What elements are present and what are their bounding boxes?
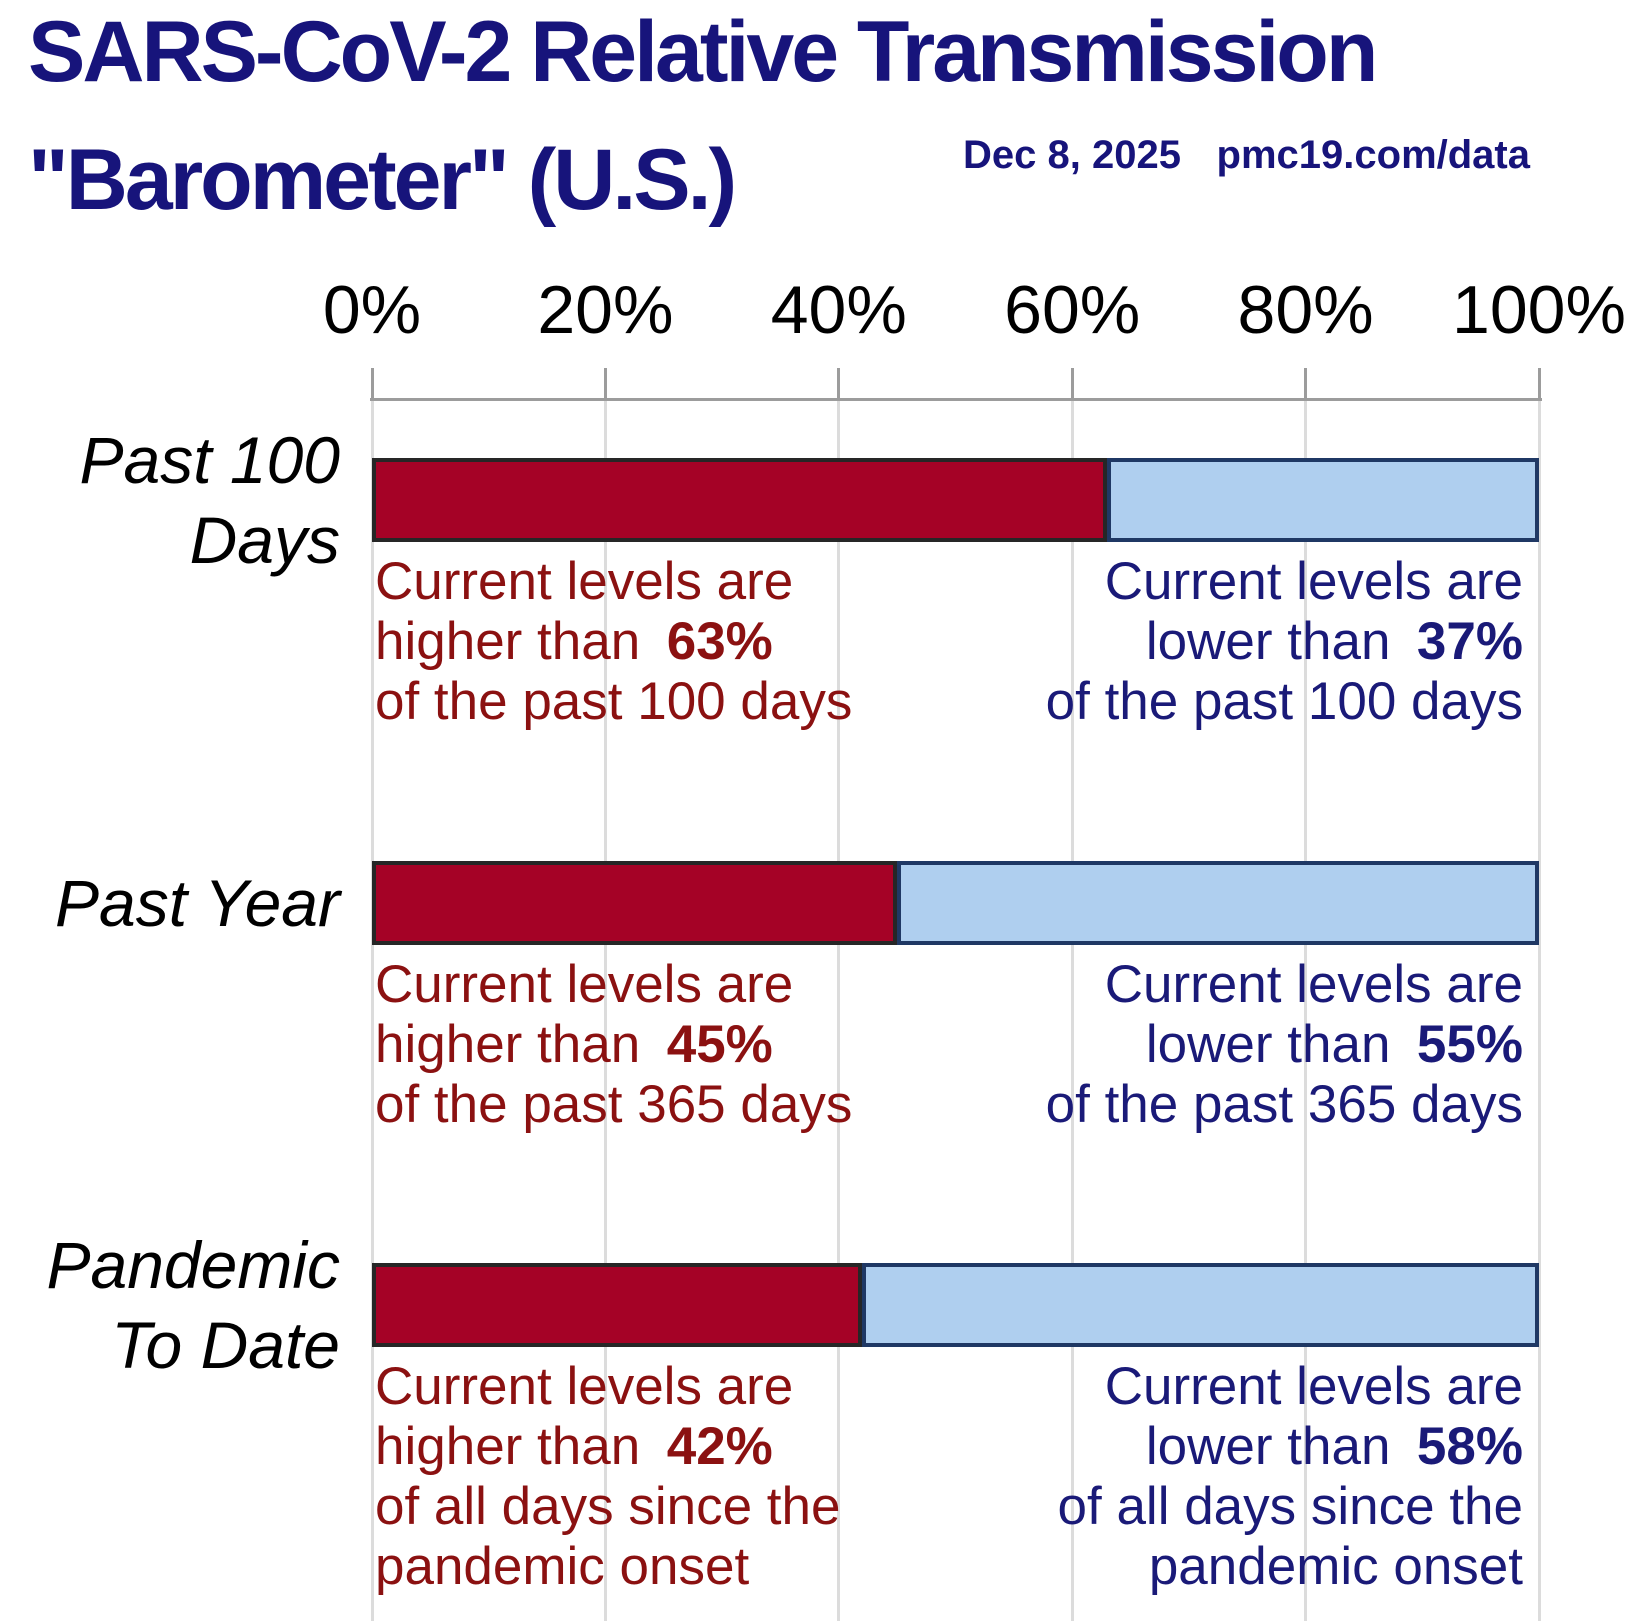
annotation-value: 45% xyxy=(666,1015,773,1074)
annotation-text: Current levels are xyxy=(1104,955,1523,1014)
annotation-line: of the past 365 days xyxy=(1046,1075,1523,1135)
gridline xyxy=(1304,401,1308,1621)
axis-tick xyxy=(1304,368,1308,400)
annotation-line: pandemic onset xyxy=(1058,1537,1523,1597)
axis-tick xyxy=(370,368,374,400)
bar-segment-higher xyxy=(372,1263,862,1347)
annotation-lower: Current levels are lower than 37% of the pa… xyxy=(1046,552,1523,732)
annotation-line: of all days since the xyxy=(375,1477,840,1537)
annotation-line: of all days since the xyxy=(1058,1477,1523,1537)
chart-title-line1: SARS-CoV-2 Relative Transmission xyxy=(28,4,1378,100)
annotation-text: of the past 100 days xyxy=(375,672,853,731)
annotation-text: lower than xyxy=(1145,1015,1391,1074)
axis-tick-label: 80% xyxy=(1237,272,1374,348)
source-url: pmc19.com/data xyxy=(1216,133,1530,177)
annotation-text: Current levels are xyxy=(1104,552,1523,611)
annotation-line: of the past 100 days xyxy=(1046,672,1523,732)
annotation-line: of the past 365 days xyxy=(375,1075,852,1135)
annotation-text: of all days since the xyxy=(375,1477,841,1536)
annotation-line: lower than 55% xyxy=(1046,1015,1523,1075)
axis-tick xyxy=(603,368,607,400)
annotation-text: higher than xyxy=(375,612,641,671)
annotation-line: Current levels are xyxy=(1046,552,1523,612)
gridline xyxy=(370,401,374,1621)
gridline xyxy=(837,401,841,1621)
annotation-line: lower than 58% xyxy=(1058,1417,1523,1477)
row-label: Past Year xyxy=(0,863,340,943)
annotation-line: higher than 63% xyxy=(375,612,852,672)
axis-tick-label: 0% xyxy=(322,272,422,348)
chart-date: Dec 8, 2025 xyxy=(963,133,1181,177)
annotation-line: pandemic onset xyxy=(375,1537,840,1597)
annotation-line: Current levels are xyxy=(1058,1357,1523,1417)
axis-tick-label: 40% xyxy=(770,272,907,348)
annotation-line: of the past 100 days xyxy=(375,672,852,732)
gridline xyxy=(1537,401,1541,1621)
annotation-line: higher than 42% xyxy=(375,1417,840,1477)
row-label-line: Past 100 xyxy=(79,423,340,497)
annotation-text: of the past 100 days xyxy=(1045,672,1523,731)
bar-segment-higher xyxy=(372,861,897,945)
annotation-line: Current levels are xyxy=(375,955,852,1015)
annotation-line: Current levels are xyxy=(1046,955,1523,1015)
row-label-line: To Date xyxy=(111,1308,340,1382)
annotation-value: 37% xyxy=(1416,612,1523,671)
annotation-text: lower than xyxy=(1145,1417,1391,1476)
annotation-value: 63% xyxy=(666,612,773,671)
annotation-higher: Current levels are higher than 42% of all d… xyxy=(375,1357,840,1597)
annotation-text: lower than xyxy=(1145,612,1391,671)
bar-segment-lower xyxy=(862,1263,1539,1347)
annotation-text: Current levels are xyxy=(375,1357,794,1416)
annotation-text: Current levels are xyxy=(375,955,794,1014)
annotation-value: 55% xyxy=(1416,1015,1523,1074)
row-label: Pandemic To Date xyxy=(0,1225,341,1385)
bar-segment-lower xyxy=(1107,458,1539,542)
row-label: Past 100 Days xyxy=(0,420,340,580)
chart-title-line2: "Barometer" (U.S.) xyxy=(28,132,737,228)
axis-tick-label: 100% xyxy=(1452,272,1626,348)
annotation-line: Current levels are xyxy=(375,552,852,612)
annotation-lower: Current levels are lower than 58% of all da… xyxy=(1058,1357,1523,1597)
annotation-lower: Current levels are lower than 55% of the pa… xyxy=(1046,955,1523,1135)
axis-tick xyxy=(837,368,841,400)
annotation-line: higher than 45% xyxy=(375,1015,852,1075)
annotation-text: of the past 365 days xyxy=(1045,1075,1523,1134)
annotation-text: of all days since the xyxy=(1057,1477,1523,1536)
row-label-line: Pandemic xyxy=(46,1228,341,1302)
x-axis-line xyxy=(370,398,1542,401)
gridline xyxy=(603,401,607,1621)
annotation-text: Current levels are xyxy=(375,552,794,611)
annotation-line: lower than 37% xyxy=(1046,612,1523,672)
annotation-text: higher than xyxy=(375,1417,641,1476)
annotation-text: Current levels are xyxy=(1104,1357,1523,1416)
gridline xyxy=(1070,401,1074,1621)
bar-segment-higher xyxy=(372,458,1107,542)
annotation-value: 58% xyxy=(1416,1417,1523,1476)
annotation-line: Current levels are xyxy=(375,1357,840,1417)
annotation-text: higher than xyxy=(375,1015,641,1074)
annotation-value: 42% xyxy=(666,1417,773,1476)
annotation-text: pandemic onset xyxy=(1148,1537,1523,1596)
annotation-text: pandemic onset xyxy=(375,1537,750,1596)
annotation-higher: Current levels are higher than 63% of the p… xyxy=(375,552,852,732)
axis-tick-label: 60% xyxy=(1004,272,1141,348)
annotation-higher: Current levels are higher than 45% of the p… xyxy=(375,955,852,1135)
axis-tick-label: 20% xyxy=(537,272,674,348)
axis-tick xyxy=(1537,368,1541,400)
axis-tick xyxy=(1070,368,1074,400)
annotation-text: of the past 365 days xyxy=(375,1075,853,1134)
row-label-line: Days xyxy=(189,503,340,577)
row-label-line: Past Year xyxy=(55,866,340,940)
bar-segment-lower xyxy=(897,861,1539,945)
